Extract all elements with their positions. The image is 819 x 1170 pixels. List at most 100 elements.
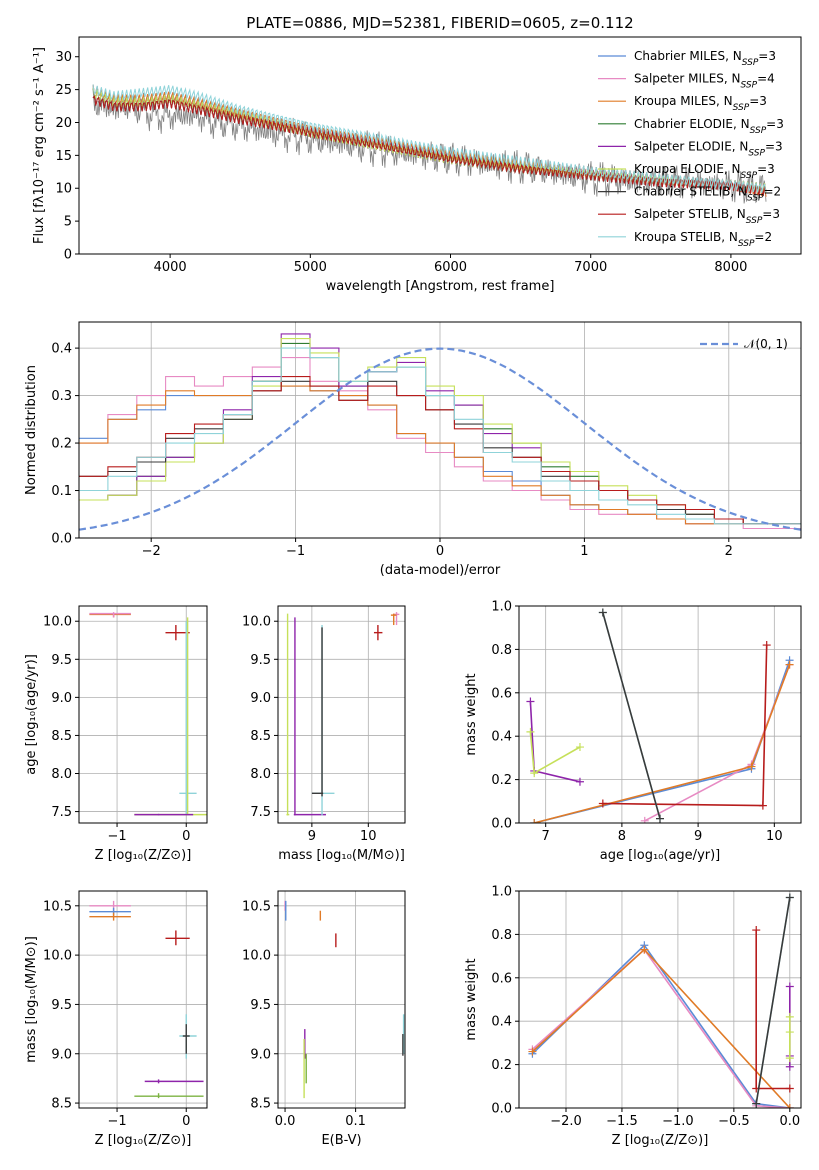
x-axis-label: E(B-V) (321, 1133, 361, 1148)
axes-frame (78, 890, 208, 1109)
x-axis-label: Z [log₁₀(Z/Z⊙)] (95, 848, 192, 863)
y-tick-label: 0.0 (491, 1102, 512, 1117)
data-point-marker (575, 743, 584, 752)
y-axis-label: mass weight (464, 958, 479, 1040)
x-tick-label: 8 (618, 829, 626, 844)
x-axis-label: Z [log₁₀(Z/Z⊙)] (612, 1133, 709, 1148)
y-tick-label: 9.0 (51, 1047, 72, 1062)
y-tick-label: 10.0 (242, 949, 271, 964)
panel-residuals: −2 −1 0 1 2 0.0 0.1 0.2 0.3 0.4 (data-model)/error… (24, 321, 802, 578)
plot-area (284, 900, 405, 1099)
x-axis-label: Z [log₁₀(Z/Z⊙)] (95, 1133, 192, 1148)
y-tick-label: 30 (55, 50, 72, 65)
y-tick-label: 7.5 (51, 805, 72, 820)
y-tick-label: 8.0 (250, 767, 271, 782)
data-point-marker (526, 727, 535, 736)
x-axis-label: mass [log₁₀(M/M⊙)] (278, 848, 405, 863)
x-tick-label: 6000 (434, 260, 467, 275)
axes-frame (277, 890, 406, 1109)
plot-area (286, 612, 400, 816)
y-tick-label: 1.0 (491, 600, 512, 615)
x-axis-label: wavelength [Angstrom, rest frame] (326, 279, 555, 294)
plot-area (528, 893, 794, 1108)
y-tick-label: 9.5 (51, 998, 72, 1013)
axes-frame (518, 605, 802, 824)
panel-weight-vs-age: 7 8 9 10 0.0 0.2 0.4 0.6 0.8 1.0 age [log₁₀(age/yr… (464, 600, 802, 863)
y-tick-label: 5 (64, 215, 72, 230)
plot-area (89, 612, 207, 816)
y-tick-label: 20 (55, 116, 72, 131)
y-tick-label: 0.0 (491, 817, 512, 832)
data-point-marker (785, 660, 794, 669)
data-point-marker (785, 1062, 794, 1071)
y-tick-label: 9.5 (250, 653, 271, 668)
y-axis-label: age [log₁₀(age/yr)] (24, 654, 39, 775)
data-point-marker (785, 1104, 794, 1108)
x-tick-label: 0.1 (345, 1114, 366, 1129)
data-point-marker (785, 893, 794, 902)
y-tick-label: 10.0 (43, 615, 72, 630)
panel-spectrum: 4000 5000 6000 7000 8000 0 5 10 15 20 25 30 waveleng… (32, 14, 802, 294)
histogram-step (79, 380, 801, 525)
panel-weight-vs-Z: −2.0 −1.5 −1.0 −0.5 0.0 0.0 0.2 0.4 0.6 0.8 1.0 Z [… (464, 885, 802, 1148)
y-tick-label: 9.0 (250, 1047, 271, 1062)
x-tick-label: −1.0 (662, 1114, 694, 1129)
x-tick-label: 8000 (714, 260, 747, 275)
weight-line (529, 731, 581, 775)
y-tick-label: 0.4 (491, 1015, 512, 1030)
weight-line (534, 660, 791, 823)
y-tick-label: 25 (55, 83, 72, 98)
x-tick-label: 9 (694, 829, 702, 844)
axes-frame (518, 890, 802, 1109)
legend-label: Chabrier MILES, NSSP=3 (634, 49, 776, 68)
axes-frame (78, 36, 802, 255)
y-tick-label: 9.0 (250, 691, 271, 706)
axes-frame (277, 605, 406, 824)
axes-frame (78, 605, 208, 824)
y-tick-label: 8.0 (51, 767, 72, 782)
y-tick-label: 0 (64, 248, 72, 263)
y-tick-label: 10.5 (242, 899, 271, 914)
x-tick-label: 9 (308, 829, 316, 844)
weight-line (602, 612, 661, 819)
y-tick-label: 0.8 (491, 928, 512, 943)
y-tick-label: 0.6 (491, 971, 512, 986)
y-tick-label: 9.5 (51, 653, 72, 668)
y-tick-label: 15 (55, 149, 72, 164)
x-tick-label: −1 (107, 829, 126, 844)
weight-line (533, 664, 791, 823)
y-tick-label: 8.5 (51, 729, 72, 744)
normal-curve (79, 347, 801, 531)
panel-age-vs-Z: −1 0 7.5 8.0 8.5 9.0 9.5 10.0 Z [log₁₀(Z/Z⊙)] age… (24, 605, 208, 863)
y-tick-label: 9.0 (51, 691, 72, 706)
y-tick-label: 1.0 (491, 885, 512, 900)
legend: Chabrier MILES, NSSP=3 Salpeter MILES, NS… (598, 49, 784, 249)
x-tick-label: 0 (436, 544, 444, 559)
y-tick-label: 8.5 (250, 1097, 271, 1112)
panel-age-vs-mass: 9 10 7.5 8.0 8.5 9.0 9.5 10.0 mass [log₁₀(M/M⊙)] (242, 605, 406, 863)
y-tick-label: 0.1 (51, 484, 72, 499)
y-tick-label: 0.0 (51, 532, 72, 547)
model-spectrum (92, 84, 767, 194)
data-point-marker (640, 816, 649, 823)
data-point-marker (528, 1047, 537, 1056)
x-tick-label: 0.0 (779, 1114, 800, 1129)
chart-title: PLATE=0886, MJD=52381, FIBERID=0605, z=0… (246, 14, 633, 32)
data-point-marker (758, 801, 767, 810)
x-tick-label: 0 (182, 829, 190, 844)
x-tick-label: 4000 (154, 260, 187, 275)
x-tick-label: −1 (286, 544, 305, 559)
y-tick-label: 0.2 (491, 773, 512, 788)
x-tick-label: 7 (542, 829, 550, 844)
y-tick-label: 0.2 (51, 437, 72, 452)
y-tick-label: 0.8 (491, 643, 512, 658)
x-tick-label: 7000 (574, 260, 607, 275)
legend-label: Salpeter STELIB, NSSP=3 (634, 207, 780, 226)
y-tick-label: 10.0 (242, 615, 271, 630)
data-point-marker (598, 799, 607, 808)
y-tick-label: 8.5 (250, 729, 271, 744)
weight-line (529, 701, 581, 783)
legend-label: Salpeter MILES, NSSP=4 (634, 72, 775, 91)
data-point-marker (530, 769, 539, 778)
y-tick-label: 10.5 (43, 899, 72, 914)
